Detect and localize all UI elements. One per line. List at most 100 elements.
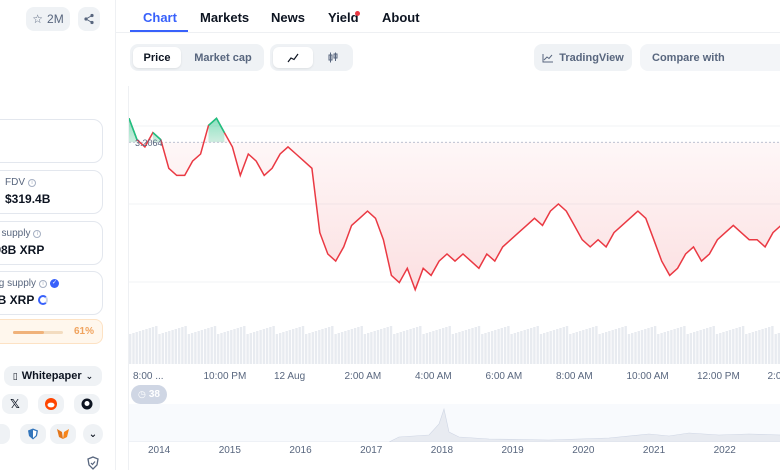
volume-bar: [220, 333, 223, 364]
volume-bar: [158, 334, 161, 364]
volume-bar: [530, 328, 533, 364]
loading-ring-icon: [38, 295, 49, 305]
year-tick-label: 2014: [148, 445, 171, 456]
section-tabs: Chart Markets News Yield About: [128, 0, 780, 32]
volume-bar: [213, 326, 217, 364]
year-tick-label: 2017: [360, 445, 383, 456]
volume-bar: [210, 327, 213, 364]
supply-progress-fill: [13, 331, 44, 334]
total-supply-label: al supply: [0, 228, 31, 239]
volume-bar: [715, 334, 719, 364]
volume-bar: [129, 334, 132, 364]
chart-type-toggle: [270, 44, 353, 71]
security-shield-icon[interactable]: [86, 456, 100, 470]
metamask-icon[interactable]: [50, 424, 76, 444]
info-icon[interactable]: i: [39, 279, 48, 288]
year-tick-label: 2016: [289, 445, 312, 456]
volume-bar: [771, 326, 774, 364]
tab-chart[interactable]: Chart: [143, 10, 177, 25]
tab-yield[interactable]: Yield: [328, 10, 359, 25]
volume-bar: [279, 333, 282, 364]
price-toggle[interactable]: Price: [133, 47, 181, 68]
volume-bar: [298, 327, 301, 364]
x-icon[interactable]: 𝕏: [2, 394, 28, 414]
volume-bar: [285, 331, 288, 364]
reddit-icon[interactable]: [38, 394, 64, 414]
compare-with-select[interactable]: Compare with: [640, 44, 780, 71]
circulating-supply-value: 3B XRP: [0, 293, 35, 307]
volume-bar: [618, 328, 621, 364]
tab-markets[interactable]: Markets: [200, 10, 250, 25]
volume-bar: [650, 327, 653, 364]
volume-bar: [135, 332, 138, 364]
info-icon[interactable]: i: [33, 229, 42, 238]
share-button[interactable]: [78, 7, 100, 31]
volume-bar: [442, 328, 445, 364]
volume-bar: [168, 331, 171, 364]
volume-bar: [768, 327, 771, 364]
more-wallets-button[interactable]: ⌄: [83, 424, 103, 444]
volume-bar: [399, 332, 402, 364]
volume-bar: [314, 331, 318, 364]
tab-about[interactable]: About: [382, 10, 420, 25]
volume-bar: [347, 330, 350, 364]
volume-bar: [246, 334, 249, 364]
info-icon[interactable]: i: [28, 178, 36, 187]
overview-navigator[interactable]: [129, 404, 780, 442]
volume-bar: [572, 333, 575, 364]
volume-bar: [526, 329, 530, 364]
watchlist-button[interactable]: ☆ 2M: [26, 7, 70, 31]
chevron-down-icon: ⌄: [85, 370, 94, 381]
volume-bar: [513, 333, 517, 364]
timeframe-badge[interactable]: ◷ 38: [131, 385, 167, 404]
volume-bar: [728, 330, 732, 364]
volume-bar: [516, 332, 520, 364]
volume-bar: [468, 329, 471, 364]
shield-wallet-icon[interactable]: [20, 424, 46, 444]
tradingview-button[interactable]: TradingView: [534, 44, 632, 71]
volume-bar: [523, 330, 526, 364]
volume-bar: [663, 332, 666, 364]
volume-bar: [559, 328, 562, 364]
price-chart[interactable]: 3.2064 8:00 ... 10:00 PM 12 Aug 2:00 AM 4:00…: [128, 86, 780, 470]
chevron-down-icon: ⌄: [88, 428, 98, 440]
volume-bar: [686, 334, 689, 364]
volume-bar: [383, 328, 386, 364]
volume-bar: [500, 328, 503, 364]
volume-bar: [197, 331, 200, 364]
wallet-partial-button[interactable]: [0, 424, 10, 444]
volume-bar: [585, 329, 588, 364]
whitepaper-button[interactable]: ▯ Whitepaper ⌄: [4, 366, 102, 386]
chart-area-icon: [542, 53, 554, 62]
volume-bar: [758, 330, 761, 364]
volume-bar: [357, 327, 360, 364]
fdv-card: FDV i $319.4B: [0, 170, 103, 214]
volume-bar: [337, 333, 340, 364]
volume-bar: [428, 332, 432, 364]
volume-bar: [432, 331, 435, 364]
time-tick-label: 10:00 AM: [626, 371, 669, 382]
volume-bar: [683, 326, 686, 364]
market-cap-toggle[interactable]: Market cap: [194, 51, 252, 64]
volume-bar: [520, 331, 523, 364]
volume-bar: [350, 329, 354, 364]
volume-bar: [396, 333, 399, 364]
volume-bar: [552, 330, 556, 364]
price-marketcap-toggle: Price Market cap: [130, 44, 264, 71]
year-tick-label: 2018: [430, 445, 454, 456]
volume-bar: [605, 332, 608, 364]
volume-bar: [318, 330, 321, 364]
volume-bar: [151, 327, 155, 364]
volume-bar: [236, 328, 239, 364]
volume-bar: [288, 330, 292, 364]
line-chart-button[interactable]: [273, 47, 313, 68]
volume-bar: [543, 333, 546, 364]
candlestick-chart-button[interactable]: [315, 47, 350, 68]
volume-bar: [327, 327, 331, 364]
volume-bar: [608, 331, 611, 364]
github-icon[interactable]: [74, 394, 100, 414]
volume-bar: [696, 331, 699, 364]
tab-news[interactable]: News: [271, 10, 305, 25]
volume-bar: [549, 331, 552, 364]
volume-bar: [536, 326, 539, 364]
